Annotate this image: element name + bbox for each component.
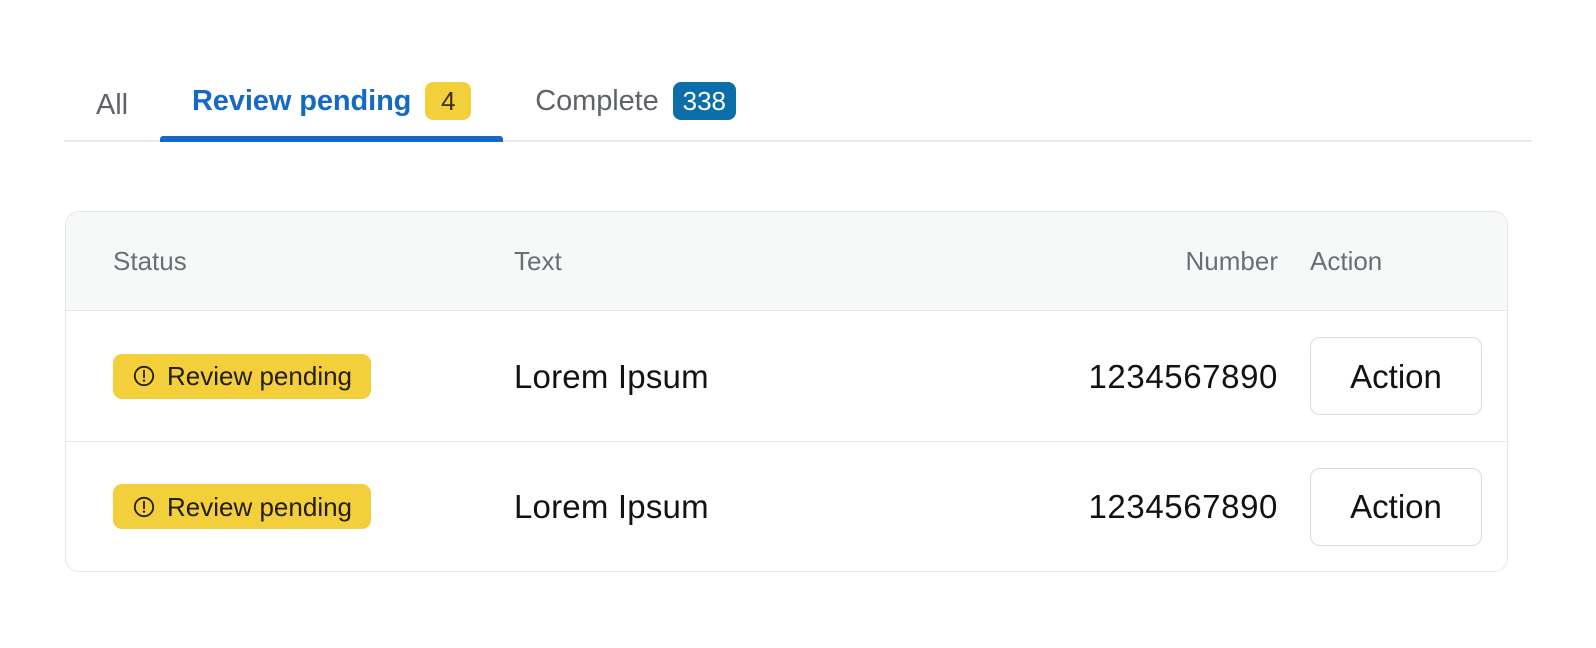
cell-number-value: 1234567890 xyxy=(1088,357,1278,395)
status-badge-label: Review pending xyxy=(167,491,353,522)
table-row: Review pending Lorem Ipsum 1234567890 Ac… xyxy=(66,441,1507,571)
tab-list: All Review pending 4 Complete 338 xyxy=(64,62,1532,142)
cell-text-value: Lorem Ipsum xyxy=(514,357,709,395)
exclamation-circle-icon xyxy=(132,495,156,519)
cell-text: Lorem Ipsum xyxy=(514,360,974,393)
action-button[interactable]: Action xyxy=(1310,467,1482,546)
cell-text-value: Lorem Ipsum xyxy=(514,488,709,525)
action-button[interactable]: Action xyxy=(1310,337,1482,415)
tab-bar: All Review pending 4 Complete 338 xyxy=(64,62,1532,142)
status-badge: Review pending xyxy=(113,484,372,529)
cell-status: Review pending xyxy=(66,353,514,399)
status-badge: Review pending xyxy=(113,353,372,399)
cell-text: Lorem Ipsum xyxy=(514,490,974,523)
tab-complete-badge: 338 xyxy=(672,82,737,120)
tab-bar-divider xyxy=(64,140,1532,142)
cell-number: 1234567890 xyxy=(974,490,1278,523)
tab-review-pending[interactable]: Review pending 4 xyxy=(159,82,504,142)
table-header-row: Status Text Number Action xyxy=(66,212,1507,311)
data-table: Status Text Number Action xyxy=(65,211,1508,572)
exclamation-circle-icon xyxy=(132,364,156,388)
table-row: Review pending Lorem Ipsum 1234567890 Ac… xyxy=(66,311,1507,441)
column-header-action: Action xyxy=(1278,248,1507,275)
tab-review-pending-badge: 4 xyxy=(425,82,472,120)
cell-action: Action xyxy=(1278,337,1507,415)
tab-review-pending-label: Review pending xyxy=(191,84,412,117)
cell-number: 1234567890 xyxy=(974,360,1278,393)
column-header-text: Text xyxy=(514,248,974,275)
cell-number-value: 1234567890 xyxy=(1088,488,1278,525)
cell-action: Action xyxy=(1278,467,1507,546)
tab-complete-label: Complete xyxy=(535,84,659,117)
cell-status: Review pending xyxy=(66,484,514,529)
column-header-number-label: Number xyxy=(1185,245,1278,276)
tab-complete[interactable]: Complete 338 xyxy=(503,82,768,142)
tab-all-label: All xyxy=(96,89,128,121)
column-header-status-label: Status xyxy=(113,245,187,276)
column-header-action-label: Action xyxy=(1310,245,1383,276)
column-header-text-label: Text xyxy=(514,245,562,276)
status-badge-label: Review pending xyxy=(167,361,353,391)
column-header-status: Status xyxy=(66,248,514,275)
column-header-number: Number xyxy=(974,248,1278,275)
active-tab-indicator xyxy=(159,136,504,142)
tab-all[interactable]: All xyxy=(64,91,160,142)
